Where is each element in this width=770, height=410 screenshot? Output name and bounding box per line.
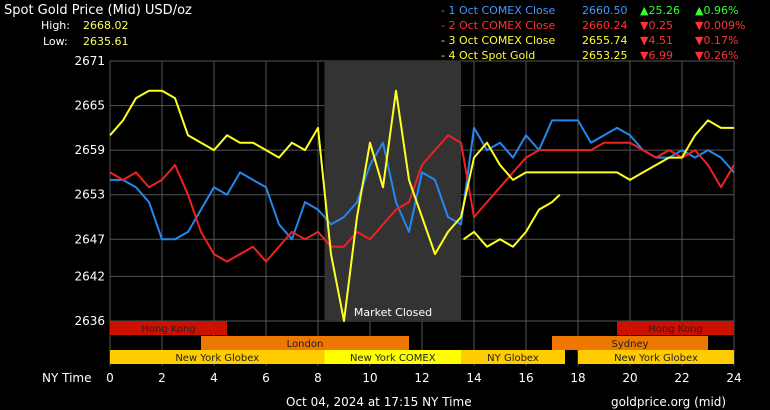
x-tick-label: 22: [674, 371, 689, 385]
y-tick-label: 2653: [74, 188, 105, 202]
legend-label: - 3 Oct COMEX Close: [441, 34, 556, 47]
session-bar: [617, 321, 734, 335]
series-line-4: [463, 193, 561, 248]
series-line-3: [109, 89, 734, 322]
session-label: Hong Kong: [648, 324, 702, 335]
x-tick-label: 16: [518, 371, 533, 385]
session-bar: [201, 336, 409, 350]
x-tick-label: 10: [362, 371, 377, 385]
high-label: High:: [41, 19, 70, 32]
legend-change: ▼4.51: [640, 34, 673, 47]
timestamp: Oct 04, 2024 at 17:15 NY Time: [286, 395, 472, 409]
series-line-1: [110, 119, 735, 241]
session-bar: [552, 336, 708, 350]
y-tick-label: 2659: [74, 143, 105, 157]
low-label: Low:: [43, 35, 68, 48]
x-tick-label: 8: [314, 371, 322, 385]
legend-price: 2660.24: [582, 19, 628, 32]
x-tick-label: 14: [466, 371, 481, 385]
x-tick-label: 24: [726, 371, 741, 385]
high-value: 2668.02: [83, 19, 129, 32]
x-tick-label: 2: [158, 371, 166, 385]
chart-title: Spot Gold Price (Mid) USD/oz: [4, 3, 192, 18]
legend-price: 2653.25: [582, 49, 628, 62]
x-tick-label: 20: [622, 371, 637, 385]
x-axis-title: NY Time: [42, 371, 92, 385]
y-tick-label: 2665: [74, 99, 105, 113]
source-label: goldprice.org (mid): [611, 395, 727, 409]
low-value: 2635.61: [83, 35, 129, 48]
legend-change: ▼6.99: [640, 49, 673, 62]
session-bars: Hong Kong Hong Kong London Sydney New York G…: [110, 321, 734, 364]
y-tick-label: 2636: [74, 314, 105, 328]
legend-label: - 2 Oct COMEX Close: [441, 19, 556, 32]
session-label: Hong Kong: [141, 324, 195, 335]
x-tick-label: 12: [414, 371, 429, 385]
session-bar: [110, 350, 325, 364]
legend-pct: ▼0.009%: [695, 19, 746, 32]
legend-label: - 1 Oct COMEX Close: [441, 4, 556, 17]
legend-pct: ▼0.26%: [695, 49, 739, 62]
x-tick-label: 0: [106, 371, 114, 385]
session-label: New York COMEX: [350, 353, 436, 364]
x-tick-label: 18: [570, 371, 585, 385]
legend-price: 2655.74: [582, 34, 628, 47]
session-label: London: [287, 339, 324, 350]
session-bar: [324, 350, 461, 364]
legend-pct: ▲0.96%: [695, 4, 739, 17]
session-bar: [110, 321, 227, 335]
market-closed-label: Market Closed: [354, 306, 432, 319]
session-bar: [461, 350, 565, 364]
legend-change: ▼0.25: [640, 19, 673, 32]
session-label: NY Globex: [487, 353, 539, 364]
legend-price: 2660.50: [582, 4, 628, 17]
x-tick-label: 4: [210, 371, 218, 385]
series-line-2: [109, 134, 735, 263]
y-tick-label: 2642: [74, 269, 105, 283]
session-bar: [578, 350, 734, 364]
session-label: Sydney: [611, 339, 648, 350]
legend-pct: ▼0.17%: [695, 34, 739, 47]
y-tick-label: 2647: [74, 232, 105, 246]
x-tick-label: 6: [262, 371, 270, 385]
session-label: New York Globex: [614, 353, 698, 364]
series-layer: [109, 89, 735, 322]
session-label: New York Globex: [175, 353, 259, 364]
legend-label: - 4 Oct Spot Gold: [441, 49, 536, 62]
legend-change: ▲25.26: [640, 4, 680, 17]
y-tick-label: 2671: [74, 54, 105, 68]
